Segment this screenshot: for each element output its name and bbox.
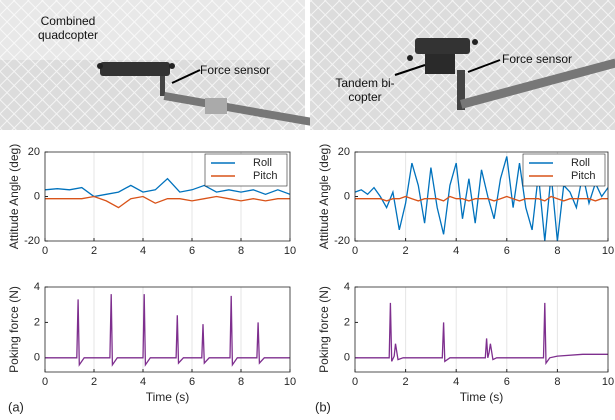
x-tick-label: 8 bbox=[238, 376, 244, 388]
x-tick-label: 4 bbox=[453, 376, 459, 388]
legend-label: Pitch bbox=[253, 170, 277, 182]
x-tick-label: 4 bbox=[140, 376, 146, 388]
x-tick-label: 10 bbox=[602, 376, 614, 388]
legend-box bbox=[522, 153, 606, 187]
legend-box bbox=[204, 153, 288, 187]
x-tick-label: 4 bbox=[140, 245, 146, 257]
x-tick-label: 4 bbox=[453, 245, 459, 257]
data-line bbox=[355, 302, 608, 366]
y-tick-label: 2 bbox=[344, 316, 350, 328]
y-axis-label: Attitude Angle (deg) bbox=[7, 144, 21, 249]
data-line bbox=[45, 195, 290, 209]
x-axis-label: Time (s) bbox=[460, 390, 504, 404]
data-line bbox=[355, 156, 608, 241]
data-line bbox=[45, 177, 290, 198]
y-tick-label: 0 bbox=[34, 352, 40, 364]
x-tick-label: 2 bbox=[403, 245, 409, 257]
x-tick-label: 6 bbox=[189, 245, 195, 257]
x-tick-label: 0 bbox=[42, 376, 48, 388]
y-tick-label: -20 bbox=[334, 235, 350, 247]
x-tick-label: 10 bbox=[284, 376, 296, 388]
legend-label: Roll bbox=[571, 157, 590, 169]
plot-area bbox=[45, 287, 290, 372]
x-tick-label: 2 bbox=[91, 376, 97, 388]
x-tick-label: 8 bbox=[238, 245, 244, 257]
y-tick-label: 20 bbox=[338, 146, 350, 158]
axes-box bbox=[44, 286, 291, 373]
x-tick-label: 10 bbox=[602, 245, 614, 257]
y-tick-label: 20 bbox=[28, 146, 40, 158]
photo-label: Combined quadcopter bbox=[37, 14, 99, 42]
x-tick-label: 6 bbox=[189, 376, 195, 388]
photo-label: Force sensor bbox=[502, 52, 573, 66]
x-tick-label: 0 bbox=[352, 376, 358, 388]
legend-label: Pitch bbox=[571, 170, 595, 182]
data-line bbox=[45, 294, 290, 367]
x-tick-label: 2 bbox=[403, 376, 409, 388]
y-axis-label: Poking force (N) bbox=[317, 286, 331, 373]
x-tick-label: 0 bbox=[42, 245, 48, 257]
photo-b bbox=[310, 0, 615, 130]
y-tick-label: 4 bbox=[34, 281, 40, 293]
y-tick-label: 0 bbox=[34, 190, 40, 202]
x-axis-label: Time (s) bbox=[146, 390, 190, 404]
photo-a bbox=[0, 0, 313, 130]
y-tick-label: 0 bbox=[344, 352, 350, 364]
chart: 0 2 4 6 8 10 0 2 4 Poking force (N) Time (s) bbox=[7, 281, 296, 404]
panel-label: (a) bbox=[8, 399, 24, 414]
x-tick-label: 2 bbox=[91, 245, 97, 257]
panel-label: (b) bbox=[315, 399, 331, 414]
data-line bbox=[355, 195, 608, 202]
y-tick-label: 0 bbox=[344, 190, 350, 202]
y-tick-label: 2 bbox=[34, 316, 40, 328]
x-tick-label: 8 bbox=[554, 245, 560, 257]
x-tick-label: 6 bbox=[504, 245, 510, 257]
axes-box bbox=[354, 286, 609, 373]
y-axis-label: Poking force (N) bbox=[7, 286, 21, 373]
legend-label: Roll bbox=[253, 157, 272, 169]
x-tick-label: 6 bbox=[504, 376, 510, 388]
axes-box bbox=[44, 151, 291, 242]
x-tick-label: 0 bbox=[352, 245, 358, 257]
x-tick-label: 8 bbox=[554, 376, 560, 388]
chart: 0 2 4 6 8 10 0 2 4 Poking force (N) Time (s) bbox=[317, 281, 614, 404]
y-axis-label: Attitude Angle (deg) bbox=[317, 144, 331, 249]
photo-label: Tandem bi-copter bbox=[335, 76, 395, 104]
photo-label: Force sensor bbox=[200, 63, 271, 77]
x-tick-label: 10 bbox=[284, 245, 296, 257]
y-tick-label: -20 bbox=[24, 235, 40, 247]
y-tick-label: 4 bbox=[344, 281, 350, 293]
axes-box bbox=[354, 151, 609, 242]
